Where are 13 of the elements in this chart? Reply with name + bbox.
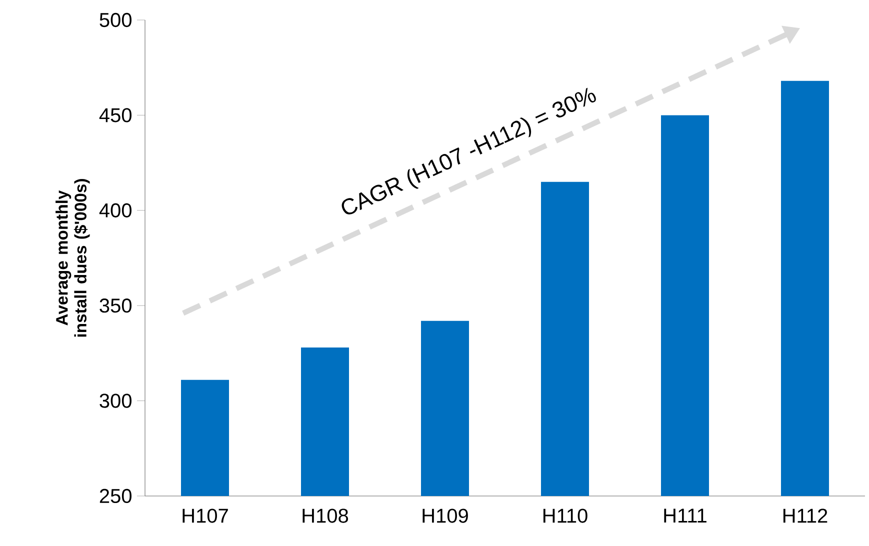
x-tick-label: H112	[783, 508, 828, 523]
y-tick-label: 450	[99, 108, 132, 122]
x-tick-label: H107	[182, 508, 228, 523]
y-tick-label: 500	[100, 12, 132, 28]
x-tick-label: H111	[664, 508, 706, 522]
x-tick-label: H109	[422, 508, 468, 523]
x-tick-label: H108	[302, 508, 348, 523]
y-tick-label: 300	[100, 394, 132, 408]
y-tick-label: 250	[100, 488, 132, 504]
y-tick-label: 400	[99, 203, 132, 218]
y-axis-title: Average monthly install dues ($'000s)	[56, 179, 90, 337]
x-tick-label: H110	[543, 508, 588, 523]
y-tick-label: 350	[100, 298, 132, 313]
